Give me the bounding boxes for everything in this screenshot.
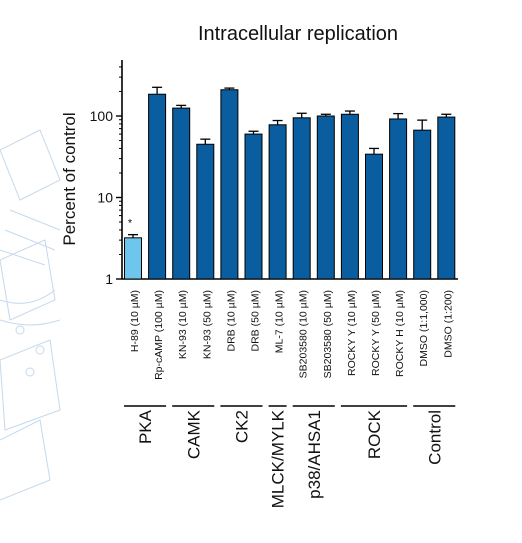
x-tick-label: Rp-cAMP (100 µM) <box>153 290 165 380</box>
group-label: PKA <box>136 409 155 444</box>
bar <box>220 89 239 280</box>
bar <box>413 129 432 280</box>
bar <box>437 116 456 280</box>
x-tick-label: ROCKY Y (50 µM) <box>370 290 382 376</box>
group-label: CAMK <box>184 409 203 459</box>
x-tick-label: ROCKY Y (10 µM) <box>346 290 358 376</box>
bar <box>365 153 383 280</box>
group-label: p38/AHSA1 <box>305 410 324 499</box>
group-label: ROCK <box>365 409 384 459</box>
x-tick-label: ML-7 (10 µM) <box>274 290 286 353</box>
bar <box>124 237 142 280</box>
group-label: CK2 <box>232 410 251 443</box>
x-tick-label: SB203580 (50 µM) <box>322 290 334 378</box>
x-tick-label: KN-93 (50 µM) <box>201 290 213 359</box>
y-axis-label: Percent of control <box>60 112 79 245</box>
x-tick-label: H-89 (10 µM) <box>129 290 141 352</box>
x-tick-label: DRB (50 µM) <box>250 290 262 351</box>
x-tick-label: DRB (10 µM) <box>225 290 237 351</box>
bar <box>389 118 408 280</box>
x-tick-label: SB203580 (10 µM) <box>298 290 310 378</box>
bar <box>316 115 335 280</box>
bar <box>244 133 263 280</box>
bar <box>196 143 215 280</box>
x-tick-label: DMSO (1:1,000) <box>418 290 430 366</box>
bar <box>172 107 191 280</box>
y-tick-label: 1 <box>105 271 113 287</box>
bar <box>268 124 287 280</box>
background-artwork <box>0 129 61 501</box>
bar <box>292 117 311 280</box>
significance-marker: * <box>128 218 133 230</box>
group-label: MLCK/MYLK <box>269 409 288 508</box>
y-tick-label: 100 <box>90 108 114 124</box>
group-label: Control <box>425 410 444 465</box>
bar <box>148 93 167 280</box>
bar <box>340 113 359 280</box>
x-tick-label: KN-93 (10 µM) <box>177 290 189 359</box>
chart-title: Intracellular replication <box>198 23 398 45</box>
x-tick-label: ROCKY H (10 µM) <box>394 290 406 377</box>
x-tick-label: DMSO (1:200) <box>442 290 454 358</box>
y-tick-label: 10 <box>97 190 113 206</box>
plot-area: 1 10 100 H-89 (10 µM) Rp-cAMP (100 µM) KN-93 … <box>90 60 458 508</box>
